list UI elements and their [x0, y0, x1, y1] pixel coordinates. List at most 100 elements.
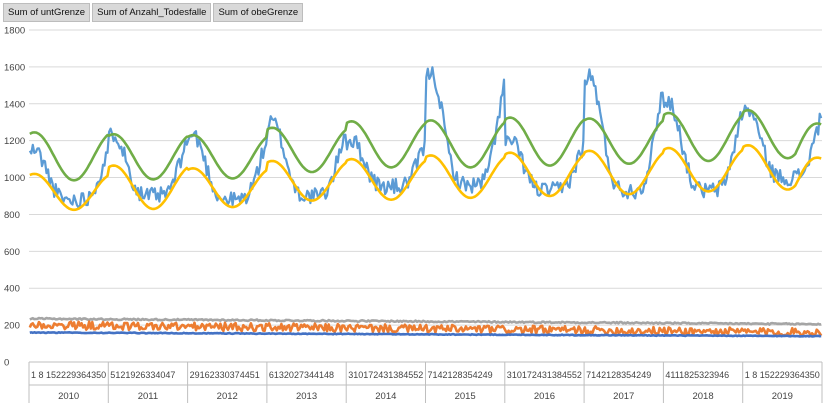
week-tick-label: 38 [393, 370, 403, 380]
y-tick-label: 600 [4, 247, 20, 258]
series-line-1 [29, 108, 822, 182]
week-tick-label: 15 [760, 370, 770, 380]
week-tick-label: 45 [403, 370, 413, 380]
week-tick-label: 42 [631, 370, 641, 380]
week-tick-labels: 310172431384552 [348, 370, 423, 380]
week-tick-label: 15 [46, 370, 56, 380]
field-button-obegrenze[interactable]: Sum of obeGrenze [213, 3, 304, 22]
week-tick-label: 49 [483, 370, 493, 380]
year-label: 2010 [58, 391, 79, 402]
year-label: 2019 [772, 391, 793, 402]
week-tick-label: 2 [190, 370, 195, 380]
week-tick-label: 20 [284, 370, 294, 380]
year-label: 2018 [692, 391, 713, 402]
y-tick-label: 200 [4, 321, 20, 332]
week-tick-label: 23 [210, 370, 220, 380]
y-tick-label: 400 [4, 284, 20, 295]
week-tick-label: 13 [274, 370, 284, 380]
week-tick-label: 36 [790, 370, 800, 380]
series-line-3 [29, 316, 822, 326]
week-tick-labels: 1 8 152229364350 [31, 370, 106, 380]
week-tick-label: 10 [353, 370, 363, 380]
week-tick-label: 25 [689, 370, 699, 380]
week-tick-label: 11 [670, 370, 679, 380]
week-tick-label: 6 [269, 370, 274, 380]
week-tick-label: 29 [66, 370, 76, 380]
pivot-field-buttons: Sum of untGrenze Sum of Anzahl_Todesfall… [3, 3, 304, 22]
week-tick-label: 39 [709, 370, 719, 380]
week-tick-label: 14 [591, 370, 601, 380]
week-tick-label: 37 [230, 370, 240, 380]
week-tick-label: 44 [240, 370, 250, 380]
week-tick-label: 45 [562, 370, 572, 380]
week-tick-labels: 4111825323946 [665, 370, 729, 380]
series-line-4 [28, 320, 823, 338]
year-label: 2017 [613, 391, 634, 402]
week-tick-label: 1 [745, 370, 750, 380]
week-tick-label: 35 [463, 370, 473, 380]
week-tick-label: 49 [641, 370, 651, 380]
series-line-5 [29, 330, 822, 338]
week-tick-label: 33 [145, 370, 155, 380]
week-tick-label: 52 [413, 370, 423, 380]
week-tick-label: 22 [770, 370, 780, 380]
year-label: 2012 [217, 391, 238, 402]
week-tick-label: 47 [165, 370, 175, 380]
y-tick-label: 1800 [4, 26, 25, 37]
week-tick-label: 29 [780, 370, 790, 380]
year-label: 2015 [455, 391, 476, 402]
y-tick-label: 1400 [4, 99, 25, 110]
week-tick-label: 17 [363, 370, 373, 380]
field-button-untgrenze[interactable]: Sum of untGrenze [3, 3, 91, 22]
week-tick-label: 4 [665, 370, 670, 380]
week-tick-label: 12 [115, 370, 125, 380]
week-tick-label: 38 [552, 370, 562, 380]
week-tick-label: 31 [542, 370, 552, 380]
week-tick-label: 5 [110, 370, 115, 380]
week-tick-labels: 6132027344148 [269, 370, 334, 380]
week-tick-label: 41 [314, 370, 324, 380]
week-tick-label: 21 [601, 370, 611, 380]
week-tick-label: 50 [810, 370, 820, 380]
week-tick-label: 19 [125, 370, 135, 380]
week-tick-label: 50 [96, 370, 106, 380]
week-tick-label: 8 [750, 370, 760, 380]
week-tick-label: 22 [56, 370, 66, 380]
week-tick-label: 31 [383, 370, 393, 380]
week-tick-label: 48 [324, 370, 334, 380]
week-tick-label: 30 [220, 370, 230, 380]
week-tick-label: 17 [522, 370, 532, 380]
week-tick-labels: 7142128354249 [428, 370, 493, 380]
year-label: 2013 [296, 391, 317, 402]
series-line-2 [29, 144, 822, 212]
week-tick-label: 32 [699, 370, 709, 380]
week-tick-label: 10 [512, 370, 522, 380]
week-tick-label: 24 [373, 370, 383, 380]
week-tick-labels: 310172431384552 [507, 370, 582, 380]
week-tick-label: 24 [532, 370, 542, 380]
field-button-anzahl-todesfalle[interactable]: Sum of Anzahl_Todesfalle [92, 3, 212, 22]
week-tick-label: 27 [294, 370, 304, 380]
week-tick-label: 9 [195, 370, 200, 380]
week-tick-label: 40 [155, 370, 165, 380]
y-tick-label: 1200 [4, 136, 25, 147]
y-tick-label: 0 [4, 358, 9, 369]
y-axis-labels: 0 200 400 600 800 1000 1200 1400 1600 1800 [4, 26, 25, 369]
week-tick-labels: 5121926334047 [110, 370, 175, 380]
week-tick-label: 28 [453, 370, 463, 380]
week-tick-label: 43 [800, 370, 810, 380]
year-label: 2011 [138, 391, 158, 402]
week-tick-label: 8 [36, 370, 46, 380]
week-tick-label: 7 [586, 370, 591, 380]
week-tick-label: 21 [443, 370, 453, 380]
y-tick-label: 1600 [4, 62, 25, 73]
week-tick-label: 34 [304, 370, 314, 380]
week-tick-label: 3 [348, 370, 353, 380]
week-tick-labels: 7142128354249 [586, 370, 651, 380]
week-tick-label: 35 [621, 370, 631, 380]
week-tick-label: 3 [507, 370, 512, 380]
y-tick-label: 1000 [4, 173, 25, 184]
week-tick-label: 42 [473, 370, 483, 380]
